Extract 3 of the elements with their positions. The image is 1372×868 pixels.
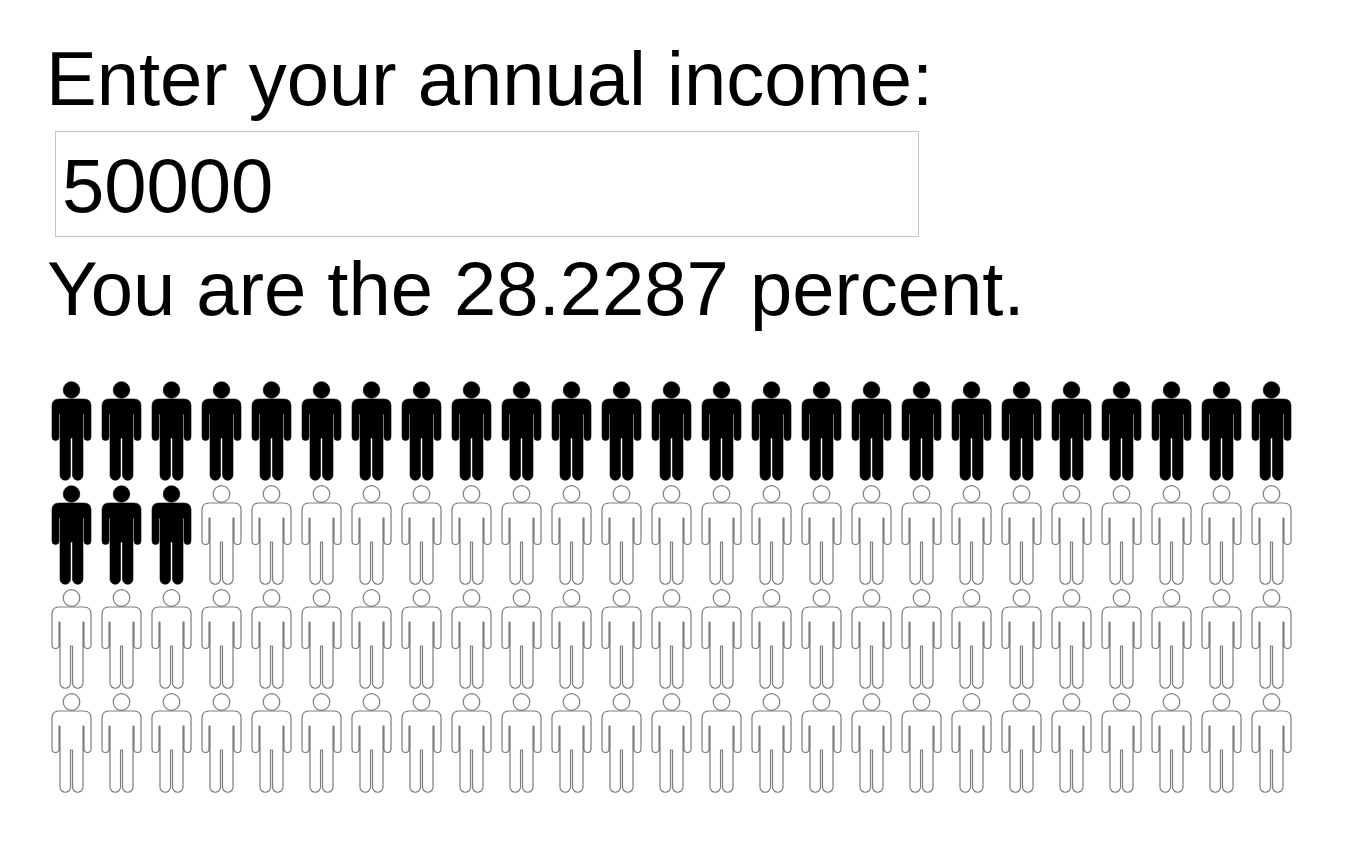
data-label: You are the 28.2287 percent. xyxy=(47,246,1025,331)
text: Enter your annual income: xyxy=(46,36,934,121)
text: 50000 xyxy=(62,143,274,228)
